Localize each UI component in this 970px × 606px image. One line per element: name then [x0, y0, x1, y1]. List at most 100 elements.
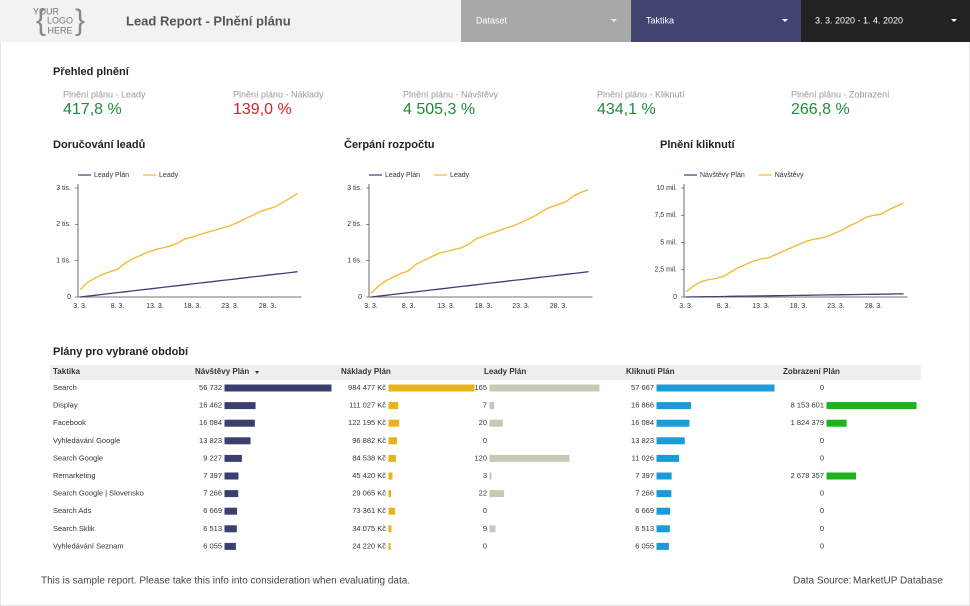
row-label: Search Ads: [53, 506, 92, 515]
cell-bar: [388, 507, 395, 515]
cell-bar: [388, 525, 392, 533]
cell-bar: [388, 472, 393, 480]
logo-line: HERE: [47, 25, 72, 35]
series-line: [79, 192, 298, 291]
cell-bar: [388, 402, 399, 410]
cell-value: 7: [483, 401, 487, 410]
cell-bar: [388, 419, 400, 427]
cell-value: 0: [820, 383, 824, 392]
cell-value: 6 513: [635, 524, 654, 533]
x-tick-label: 23. 3.: [221, 303, 239, 310]
x-tick-label: 3. 3.: [73, 303, 87, 310]
legend-label[interactable]: Leady Plán: [94, 172, 129, 179]
cell-bar: [224, 490, 239, 498]
legend-label[interactable]: Návštěvy: [775, 172, 804, 179]
chart-title: Doručování leadů: [53, 139, 145, 151]
cell-value: 45 420 Kč: [352, 471, 386, 480]
table-header-bg: [50, 365, 921, 380]
legend-label[interactable]: Návštěvy Plán: [700, 172, 745, 179]
logo-brace: }: [75, 4, 85, 37]
column-header: Taktika: [53, 367, 81, 376]
cell-bar: [489, 472, 492, 480]
legend-label[interactable]: Leady: [450, 172, 470, 179]
cell-value: 984 477 Kč: [348, 383, 386, 392]
kpi-value: 417,8 %: [63, 101, 122, 118]
series-line: [370, 271, 589, 298]
column-header[interactable]: Návštěvy Plán: [195, 367, 249, 376]
cell-value: 6 055: [203, 541, 222, 550]
date-filter[interactable]: [801, 0, 970, 42]
cell-value: 96 882 Kč: [352, 436, 386, 445]
kpi-label: Plnění plánu - Náklady: [233, 89, 324, 99]
sort-icon[interactable]: [255, 371, 259, 374]
cell-value: 73 361 Kč: [352, 506, 386, 515]
x-tick-label: 28. 3.: [865, 303, 883, 310]
cell-bar: [388, 490, 392, 498]
y-tick-label: 2 tis.: [56, 221, 71, 228]
cell-value: 0: [820, 489, 824, 498]
footer-note: This is sample report. Please take this …: [41, 576, 410, 587]
cell-value: 0: [483, 541, 487, 550]
cell-value: 8 153 601: [791, 401, 824, 410]
date-range[interactable]: 3. 3. 2020 - 1. 4. 2020: [815, 15, 903, 25]
dropdown-arrow[interactable]: [782, 19, 788, 22]
x-tick-label: 23. 3.: [827, 303, 845, 310]
cell-bar: [388, 542, 391, 550]
dataset-label[interactable]: Dataset: [476, 15, 508, 25]
cell-value: 20: [479, 418, 487, 427]
cell-value: 7 397: [635, 471, 654, 480]
kpi-label: Plnění plánu - Zobrazení: [791, 89, 890, 99]
legend-label[interactable]: Leady Plán: [385, 172, 420, 179]
cell-value: 6 669: [635, 506, 654, 515]
dropdown-arrow[interactable]: [611, 19, 617, 22]
kpi-value: 266,8 %: [791, 101, 850, 118]
dropdown-arrow[interactable]: [951, 19, 957, 22]
source-label: Data Source:: [793, 576, 851, 587]
cell-value: 7 397: [203, 471, 222, 480]
cell-value: 0: [483, 436, 487, 445]
chart-title: Čerpání rozpočtu: [344, 138, 434, 151]
logo-line: YOUR: [33, 6, 60, 16]
cell-value: 6 669: [203, 506, 222, 515]
row-label: Search Sklik: [53, 524, 95, 533]
dataset-filter[interactable]: [461, 0, 631, 42]
cell-value: 24 220 Kč: [352, 541, 386, 550]
legend-label[interactable]: Leady: [159, 172, 179, 179]
cell-bar: [656, 419, 690, 427]
row-label: Search: [53, 383, 77, 392]
cell-value: 22: [479, 489, 487, 498]
y-tick-label: 3 tis.: [347, 185, 362, 192]
cell-bar: [826, 402, 917, 410]
cell-value: 0: [820, 506, 824, 515]
tactic-filter[interactable]: [631, 0, 801, 42]
kpi-value: 139,0 %: [233, 101, 292, 118]
kpi-label: Plnění plánu - Leady: [63, 89, 146, 99]
cell-bar: [224, 402, 256, 410]
y-tick-label: 7,5 mil.: [654, 212, 677, 219]
x-tick-label: 23. 3.: [512, 303, 530, 310]
cell-bar: [656, 542, 669, 550]
cell-bar: [656, 454, 680, 462]
cell-value: 6 513: [203, 524, 222, 533]
row-label: Display: [53, 401, 78, 410]
cell-bar: [656, 472, 672, 480]
chart-title: Plnění kliknutí: [660, 139, 736, 151]
column-header: Kliknutí Plán: [626, 367, 675, 376]
cell-value: 34 075 Kč: [352, 524, 386, 533]
cell-bar: [489, 419, 503, 427]
kpi-value: 4 505,3 %: [403, 101, 475, 118]
x-tick-label: 18. 3.: [475, 303, 493, 310]
cell-value: 13 823: [199, 436, 222, 445]
x-tick-label: 18. 3.: [184, 303, 202, 310]
cell-bar: [656, 490, 672, 498]
cell-bar: [224, 525, 237, 533]
cell-value: 16 462: [199, 401, 222, 410]
cell-bar: [826, 419, 847, 427]
tactic-label[interactable]: Taktika: [646, 15, 674, 25]
x-tick-label: 3. 3.: [679, 303, 693, 310]
cell-value: 0: [483, 506, 487, 515]
cell-value: 2 678 357: [791, 471, 824, 480]
cell-bar: [489, 490, 505, 498]
cell-bar: [656, 384, 775, 392]
kpi-label: Plnění plánu - Návštěvy: [403, 89, 499, 99]
